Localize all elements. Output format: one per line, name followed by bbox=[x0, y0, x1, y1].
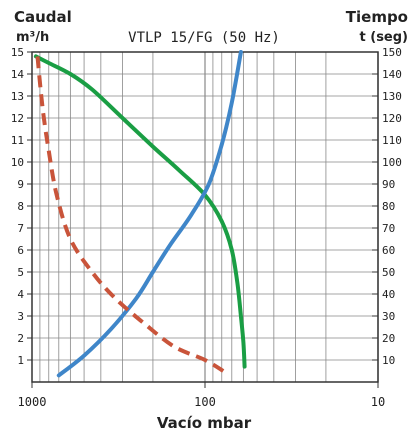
right-axis-title: Tiempo bbox=[346, 8, 408, 26]
series-line-red bbox=[35, 56, 228, 375]
left-tick-label: 10 bbox=[11, 156, 24, 169]
right-tick-label: 60 bbox=[382, 244, 395, 257]
right-tick-label: 40 bbox=[382, 288, 395, 301]
right-tick-label: 90 bbox=[382, 178, 395, 191]
right-tick-label: 150 bbox=[382, 46, 402, 59]
left-tick-label: 6 bbox=[17, 244, 24, 257]
right-tick-label: 130 bbox=[382, 90, 402, 103]
left-tick-label: 12 bbox=[11, 112, 24, 125]
left-tick-label: 5 bbox=[17, 266, 24, 279]
left-axis-unit: m³/h bbox=[16, 30, 49, 45]
left-tick-label: 14 bbox=[11, 68, 25, 81]
left-tick-label: 8 bbox=[17, 200, 24, 213]
right-tick-label: 50 bbox=[382, 266, 395, 279]
right-tick-label: 100 bbox=[382, 156, 402, 169]
left-tick-label: 4 bbox=[17, 288, 24, 301]
left-axis-title: Caudal bbox=[14, 8, 72, 26]
right-tick-label: 140 bbox=[382, 68, 402, 81]
tick-labels: 1234567891011121314151020304050607080901… bbox=[11, 46, 402, 409]
series-layer bbox=[33, 50, 247, 378]
left-tick-label: 1 bbox=[17, 354, 24, 367]
left-tick-label: 11 bbox=[11, 134, 24, 147]
left-tick-label: 3 bbox=[17, 310, 24, 323]
series-line-green bbox=[33, 54, 247, 369]
grid-layer bbox=[32, 51, 379, 382]
right-axis-unit: t (seg) bbox=[360, 30, 408, 45]
x-axis-label: Vacío mbar bbox=[157, 414, 252, 432]
right-tick-label: 20 bbox=[382, 332, 395, 345]
x-tick-label: 1000 bbox=[18, 395, 47, 409]
right-tick-label: 70 bbox=[382, 222, 395, 235]
left-tick-label: 2 bbox=[17, 332, 24, 345]
chart-title: VTLP 15/FG (50 Hz) bbox=[128, 30, 280, 46]
left-tick-label: 13 bbox=[11, 90, 24, 103]
series-line-blue bbox=[56, 50, 243, 378]
right-tick-label: 120 bbox=[382, 112, 402, 125]
right-tick-label: 30 bbox=[382, 310, 395, 323]
right-tick-label: 110 bbox=[382, 134, 402, 147]
left-tick-label: 9 bbox=[17, 178, 24, 191]
right-tick-label: 10 bbox=[382, 354, 395, 367]
x-tick-label: 10 bbox=[371, 395, 385, 409]
x-tick-label: 100 bbox=[194, 395, 216, 409]
right-tick-label: 80 bbox=[382, 200, 395, 213]
left-tick-label: 7 bbox=[17, 222, 24, 235]
left-tick-label: 15 bbox=[11, 46, 24, 59]
